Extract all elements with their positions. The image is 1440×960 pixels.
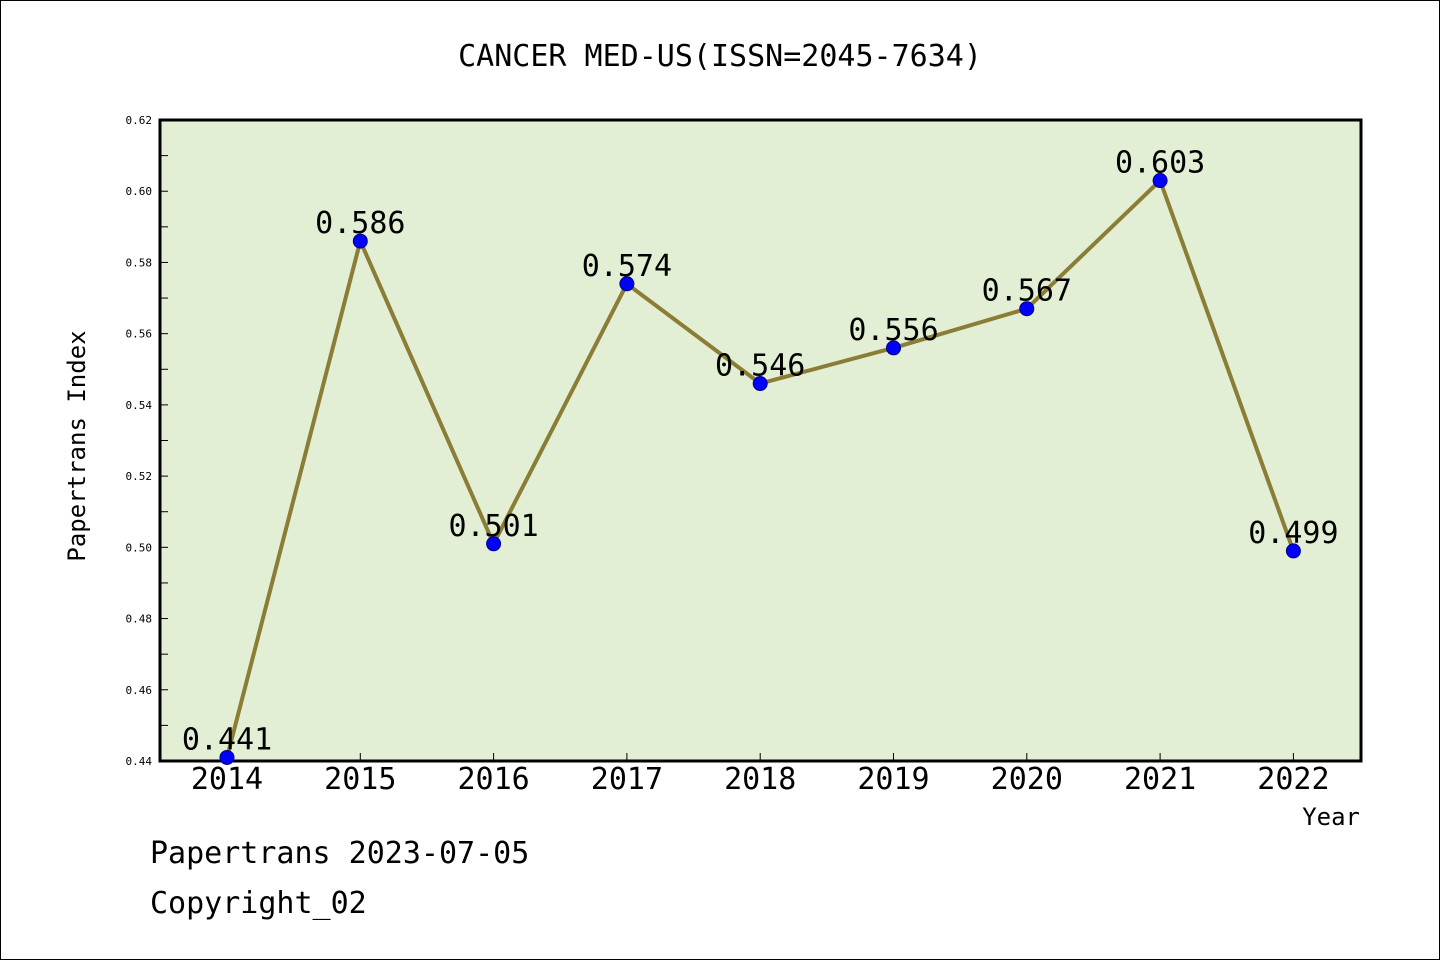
- data-point: [1285, 543, 1301, 559]
- data-label: 0.501: [448, 509, 538, 544]
- x-tick-label: 2018: [724, 762, 796, 797]
- data-point: [1152, 173, 1168, 189]
- x-tick-label: 2015: [324, 762, 396, 797]
- y-tick-label: 0.56: [126, 328, 153, 341]
- chart-title: CANCER MED-US(ISSN=2045-7634): [458, 39, 982, 74]
- footer-date: Papertrans 2023-07-05: [150, 836, 530, 871]
- footer-copyright: Copyright_02: [150, 886, 367, 921]
- data-point: [486, 536, 502, 552]
- data-point: [219, 749, 235, 765]
- x-tick-label: 2017: [591, 762, 663, 797]
- x-tick-label: 2019: [857, 762, 929, 797]
- x-tick-label: 2022: [1257, 762, 1329, 797]
- x-tick-label: 2020: [991, 762, 1063, 797]
- series-markers: [219, 173, 1301, 765]
- x-axis: 2014 2015 2016 2017 2018 2019 2020 2021 2022: [191, 753, 1330, 797]
- y-tick-label: 0.52: [126, 470, 153, 483]
- data-labels: 0.441 0.586 0.501 0.574 0.546 0.556 0.567 0.603…: [182, 146, 1339, 758]
- data-point: [886, 340, 901, 356]
- y-tick-label: 0.58: [126, 256, 153, 269]
- plot-area: [158, 118, 1363, 763]
- data-point: [619, 276, 635, 292]
- data-label: 0.546: [715, 349, 805, 384]
- y-tick-label: 0.62: [126, 114, 153, 127]
- data-point: [352, 233, 368, 249]
- data-label: 0.586: [315, 206, 405, 241]
- data-label: 0.574: [582, 249, 672, 284]
- data-label: 0.556: [848, 313, 938, 348]
- y-tick-label: 0.46: [126, 684, 153, 697]
- x-tick-label: 2021: [1124, 762, 1196, 797]
- data-point: [1019, 301, 1035, 317]
- y-tick-label: 0.44: [126, 755, 153, 768]
- data-label: 0.441: [182, 722, 272, 757]
- x-axis-label: Year: [1302, 803, 1360, 831]
- data-label: 0.499: [1248, 516, 1338, 551]
- y-tick-label: 0.60: [126, 185, 153, 198]
- data-point: [752, 376, 768, 392]
- x-tick-label: 2016: [457, 762, 529, 797]
- y-axis-label: Papertrans Index: [63, 330, 91, 561]
- y-tick-label: 0.50: [126, 541, 153, 554]
- data-label: 0.567: [982, 274, 1072, 309]
- y-axis: 0.44 0.46 0.48 0.50 0.52 0.54 0.56 0.58 0.60 0.62: [126, 114, 168, 768]
- y-tick-label: 0.48: [126, 613, 153, 626]
- data-label: 0.603: [1115, 146, 1205, 181]
- y-tick-label: 0.54: [126, 399, 153, 412]
- x-tick-label: 2014: [191, 762, 263, 797]
